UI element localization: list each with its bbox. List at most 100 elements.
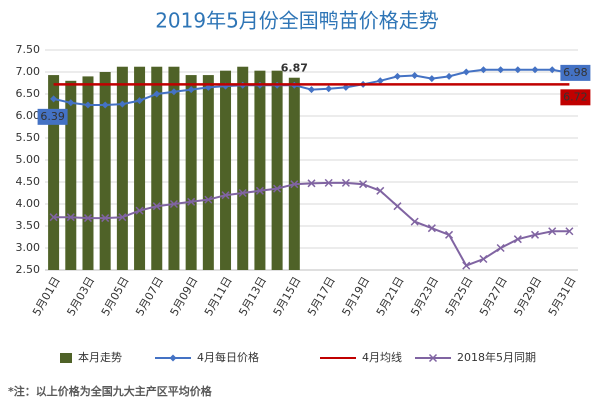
marker <box>101 214 110 223</box>
marker <box>307 179 316 188</box>
marker <box>410 217 419 226</box>
marker <box>135 206 144 215</box>
y-tick-label: 3.00 <box>16 241 41 254</box>
marker <box>497 66 505 74</box>
marker <box>376 77 384 85</box>
value-label: 6.39 <box>40 110 65 123</box>
marker <box>341 178 350 187</box>
x-tick-label: 5月01日 <box>30 275 63 319</box>
value-label-box <box>560 64 591 81</box>
chart-title: 2019年5月份全国鸭苗价格走势 <box>155 9 439 33</box>
marker <box>411 72 419 80</box>
x-tick-label: 5月03日 <box>64 275 97 319</box>
marker <box>169 199 178 209</box>
bar <box>220 70 232 271</box>
marker <box>255 186 264 195</box>
bar <box>237 66 249 270</box>
x-tick-label: 5月15日 <box>271 275 304 319</box>
marker <box>170 88 178 96</box>
marker <box>324 178 333 187</box>
value-label-box <box>37 108 68 125</box>
marker <box>479 254 488 264</box>
marker <box>204 83 212 91</box>
value-label-box <box>560 89 591 106</box>
y-tick-label: 3.50 <box>16 219 41 232</box>
x-tick-label: 5月21日 <box>374 275 407 319</box>
x-tick-label: 5月05日 <box>99 275 132 319</box>
bar <box>168 66 180 270</box>
legend-label: 4月均线 <box>362 350 402 364</box>
bar <box>82 76 94 271</box>
x-tick-label: 5月13日 <box>236 275 269 319</box>
marker <box>118 213 127 222</box>
marker <box>513 235 522 244</box>
y-tick-label: 4.00 <box>16 197 41 210</box>
bar <box>151 66 163 270</box>
marker <box>462 68 470 76</box>
marker <box>136 97 144 105</box>
marker <box>67 99 75 107</box>
value-label: 6.72 <box>563 90 588 103</box>
legend-swatch <box>60 353 72 363</box>
marker <box>66 213 75 222</box>
marker <box>393 72 401 80</box>
y-tick-label: 5.00 <box>16 153 41 166</box>
marker <box>359 180 368 189</box>
chart-note: *注：以上价格为全国九大主产区平均价格 <box>8 384 213 398</box>
marker <box>187 197 196 206</box>
bar <box>202 75 214 270</box>
marker <box>187 86 195 94</box>
marker <box>393 202 402 211</box>
value-label: 6.87 <box>281 62 308 75</box>
marker <box>428 75 436 83</box>
marker <box>152 202 161 211</box>
y-tick-label: 5.50 <box>16 131 41 144</box>
x-tick-label: 5月29日 <box>511 275 544 319</box>
x-tick-label: 5月11日 <box>202 275 235 319</box>
marker <box>83 214 93 223</box>
marker <box>445 72 453 80</box>
bar <box>288 77 300 270</box>
marker <box>238 188 247 198</box>
x-tick-label: 5月07日 <box>133 275 166 319</box>
y-tick-label: 2.50 <box>16 263 41 276</box>
bar <box>99 72 111 270</box>
legend-label: 本月走势 <box>78 350 122 364</box>
y-tick-label: 4.50 <box>16 175 41 188</box>
bar <box>134 66 146 270</box>
x-tick-label: 5月19日 <box>340 275 373 319</box>
y-tick-label: 6.50 <box>16 87 41 100</box>
marker <box>445 230 454 239</box>
marker <box>530 230 540 239</box>
marker <box>118 100 126 108</box>
marker <box>531 66 539 74</box>
legend-label: 4月每日价格 <box>197 350 259 364</box>
marker <box>427 224 436 233</box>
x-tick-label: 5月25日 <box>443 275 476 319</box>
marker <box>548 227 557 236</box>
marker <box>84 101 92 109</box>
marker <box>376 186 385 195</box>
marker <box>273 184 282 193</box>
marker <box>462 261 471 270</box>
marker <box>514 66 522 74</box>
x-tick-label: 5月23日 <box>408 275 441 319</box>
marker <box>308 86 315 94</box>
marker <box>325 85 333 93</box>
bar <box>254 70 266 271</box>
marker <box>204 195 213 204</box>
y-tick-label: 6.00 <box>16 109 41 122</box>
legend-label: 2018年5月同期 <box>457 350 536 364</box>
marker <box>565 227 574 236</box>
marker <box>49 213 58 222</box>
marker <box>479 66 487 74</box>
marker <box>50 95 58 103</box>
bar <box>48 75 60 270</box>
legend-marker <box>428 353 438 363</box>
marker <box>548 66 556 74</box>
bar <box>271 70 283 271</box>
line <box>53 181 570 267</box>
legend-marker <box>169 354 177 362</box>
marker <box>221 191 230 200</box>
